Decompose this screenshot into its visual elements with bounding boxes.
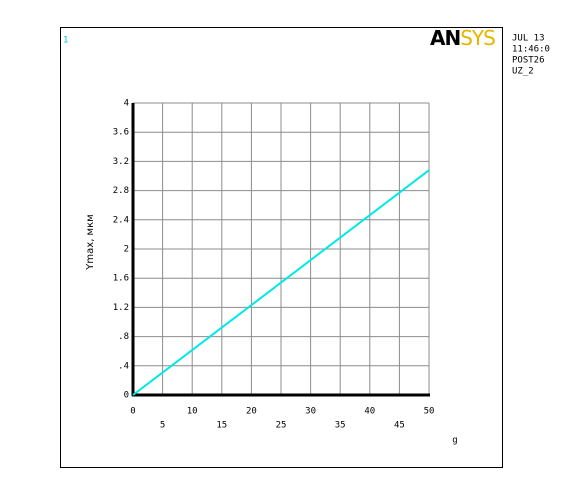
logo-part: AN bbox=[430, 26, 460, 50]
y-axis-label: Ymax, мкм bbox=[85, 214, 96, 270]
x-tick-label: 5 bbox=[160, 421, 165, 431]
data-line bbox=[132, 169, 430, 396]
y-tick-label: 1.6 bbox=[113, 274, 129, 284]
y-tick-label: 2.8 bbox=[113, 186, 129, 196]
logo-part: SYS bbox=[460, 26, 495, 50]
info-line: UZ_2 bbox=[512, 67, 534, 77]
y-tick-label: .4 bbox=[118, 361, 129, 371]
y-tick-label: 0 bbox=[124, 391, 129, 401]
info-line: JUL 13 bbox=[512, 34, 545, 44]
y-tick-label: 2.4 bbox=[113, 215, 129, 225]
y-tick-label: 4 bbox=[124, 99, 129, 109]
x-tick-label: 35 bbox=[335, 421, 346, 431]
x-tick-label: 0 bbox=[130, 407, 135, 417]
x-tick-label: 15 bbox=[216, 421, 227, 431]
window-number: 1 bbox=[63, 36, 68, 46]
x-axis-label: g bbox=[452, 436, 457, 446]
x-tick-label: 25 bbox=[276, 421, 287, 431]
y-tick-label: 1.2 bbox=[113, 303, 129, 313]
y-tick-label: .8 bbox=[118, 332, 129, 342]
y-tick-label: 3.6 bbox=[113, 128, 129, 138]
logo: ANSYS bbox=[430, 26, 495, 50]
x-tick-label: 10 bbox=[187, 407, 198, 417]
x-tick-label: 45 bbox=[394, 421, 405, 431]
x-tick-label: 40 bbox=[364, 407, 375, 417]
y-tick-label: 3.2 bbox=[113, 157, 129, 167]
x-tick-label: 50 bbox=[424, 407, 435, 417]
x-tick-label: 30 bbox=[305, 407, 316, 417]
info-line: 11:46:0 bbox=[512, 45, 550, 55]
y-tick-label: 2 bbox=[124, 245, 129, 255]
info-line: POST26 bbox=[512, 56, 545, 66]
x-tick-label: 20 bbox=[246, 407, 257, 417]
